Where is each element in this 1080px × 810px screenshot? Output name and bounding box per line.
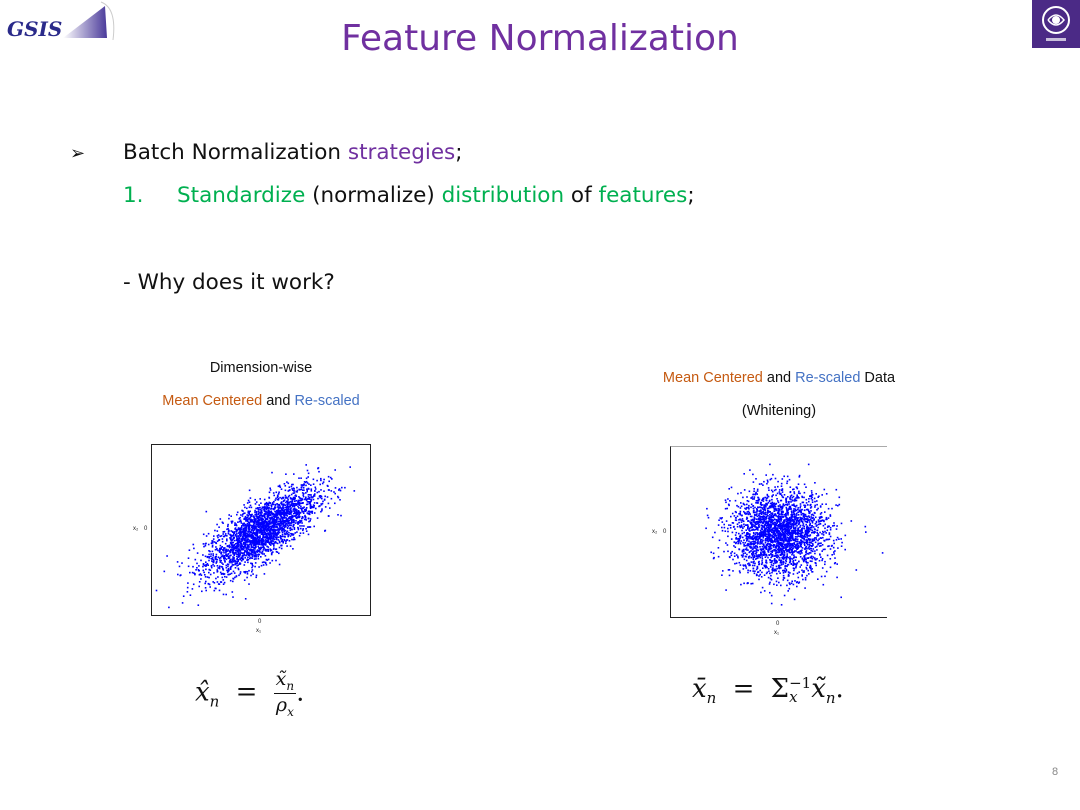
left-scatter-plot (151, 444, 371, 616)
left-caption-rescaled: Re-scaled (294, 393, 360, 409)
left-y-label: x₂ (133, 526, 139, 532)
right-formula-rhs-sub: n (825, 689, 836, 708)
page-number: 8 (1052, 766, 1059, 778)
left-caption-mean-centered: Mean Centered (162, 393, 263, 409)
left-formula-num: x̃ (275, 668, 287, 690)
numbered-item-1: 1. Standardize (normalize) distribution o… (123, 183, 695, 208)
item-word-features: features (598, 183, 688, 208)
right-y-label: x₂ (652, 529, 658, 535)
university-logo (1032, 0, 1080, 48)
university-seal-icon (1042, 6, 1070, 41)
left-caption-line2: Mean Centered and Re-scaled (130, 393, 392, 409)
right-caption-rescaled: Re-scaled (795, 370, 861, 386)
left-caption-line1: Dimension-wise (209, 360, 313, 376)
left-formula: x̂n = x̃n ρx . (195, 668, 305, 719)
left-formula-lhs: x̂ (195, 677, 210, 708)
item-word-standardize: Standardize (177, 183, 306, 208)
right-caption-and: and (762, 370, 796, 386)
right-caption-line2: (Whitening) (741, 403, 817, 419)
right-formula-sigma-sup: −1 (789, 674, 812, 692)
left-formula-den-sub: x (287, 704, 294, 719)
left-x-label: x₁ (256, 628, 262, 634)
line1-highlight: strategies (347, 140, 456, 165)
right-formula-sigma: Σ (770, 674, 790, 704)
left-formula-lhs-sub: n (209, 692, 220, 711)
item-word-distribution: distribution (441, 183, 565, 208)
right-formula: x̄n = Σ −1 x x̃n. (692, 674, 844, 708)
right-x-tick: 0 (776, 621, 780, 627)
gsis-logo: GSIS (5, 0, 120, 46)
right-formula-rhs: x̃ (811, 674, 826, 704)
bullet-line-1: ➢ Batch Normalization strategies; (70, 140, 463, 165)
right-caption-data: Data (860, 370, 896, 386)
left-x-tick: 0 (258, 619, 262, 625)
right-formula-lhs: x̄ (692, 674, 707, 704)
right-formula-sigma-sub: x (789, 688, 798, 706)
page-title: Feature Normalization (341, 18, 739, 59)
logo-text: GSIS (7, 17, 63, 41)
left-y-tick: 0 (144, 526, 148, 532)
right-y-tick: 0 (663, 529, 667, 535)
line1-text: Batch Normalization (123, 140, 348, 165)
question-line: - Why does it work? (123, 270, 335, 295)
item-word-of: of (564, 183, 599, 208)
line1-end: ; (455, 140, 463, 165)
left-caption-and: and (262, 393, 295, 409)
right-caption-mean-centered: Mean Centered (662, 370, 763, 386)
bullet-arrow-icon: ➢ (70, 143, 86, 164)
item-word-normalize: (normalize) (305, 183, 442, 208)
logo-triangle-icon (63, 1, 115, 41)
right-formula-lhs-sub: n (706, 689, 717, 708)
left-scatter-svg (155, 464, 356, 609)
right-caption-line1: Mean Centered and Re-scaled Data (620, 370, 938, 386)
right-x-label: x₁ (774, 630, 780, 636)
right-scatter-plot (670, 446, 887, 618)
left-formula-den: ρ (275, 693, 288, 716)
item-number: 1. (123, 183, 144, 208)
left-formula-num-sub: n (286, 678, 295, 693)
left-formula-fraction: x̃n ρx (273, 668, 297, 719)
right-scatter-svg (705, 463, 884, 606)
item-end: ; (687, 183, 695, 208)
